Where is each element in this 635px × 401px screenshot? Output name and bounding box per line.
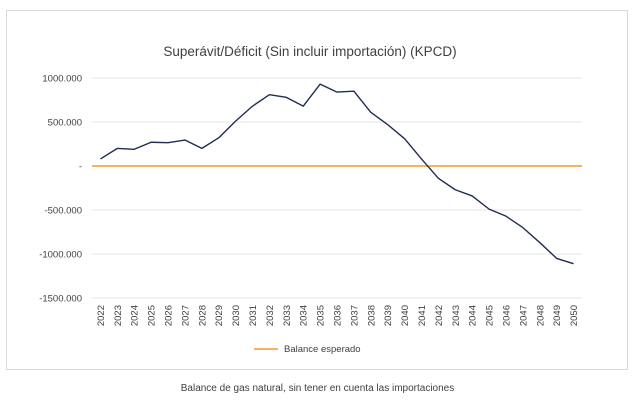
y-tick-label: 1000.000	[42, 74, 82, 85]
x-tick-label: 2026	[164, 305, 175, 326]
x-axis-ticks: 2022 2023 2024 2025 2026 2027 2028 2029 2030 2031…	[96, 305, 580, 326]
x-tick-label: 2029	[214, 305, 225, 326]
x-tick-label: 2039	[383, 305, 394, 326]
series-group	[92, 83, 582, 265]
series-line-superavit-deficit	[100, 83, 574, 265]
y-tick-label: -1500.000	[39, 294, 82, 305]
y-tick-label: 500.000	[48, 118, 82, 129]
y-tick-label: -500.000	[44, 206, 82, 217]
x-tick-label: 2042	[434, 305, 445, 326]
x-tick-label: 2035	[316, 305, 327, 326]
y-tick-label: -1000.000	[39, 250, 82, 261]
x-tick-label: 2045	[485, 305, 496, 326]
x-tick-label: 2046	[501, 305, 512, 326]
x-tick-label: 2043	[451, 305, 462, 326]
x-tick-label: 2025	[147, 305, 158, 326]
gridlines	[92, 77, 582, 299]
x-tick-label: 2027	[180, 305, 191, 326]
x-tick-label: 2049	[552, 305, 563, 326]
x-tick-label: 2050	[569, 305, 580, 326]
x-tick-label: 2036	[333, 305, 344, 326]
x-tick-label: 2032	[265, 305, 276, 326]
x-tick-label: 2044	[468, 305, 479, 326]
legend-label-balance-esperado: Balance esperado	[284, 344, 361, 355]
x-tick-label: 2030	[231, 305, 242, 326]
x-tick-label: 2022	[96, 305, 107, 326]
chart-title: Superávit/Déficit (Sin incluir importaci…	[163, 44, 456, 59]
x-tick-label: 2040	[400, 305, 411, 326]
x-tick-label: 2034	[299, 305, 310, 326]
legend: Balance esperado	[254, 344, 361, 355]
x-tick-label: 2041	[417, 305, 428, 326]
y-axis-ticks: 1000.000 500.000 - -500.000 -1000.000 -1500.0…	[39, 74, 82, 305]
x-tick-label: 2037	[349, 305, 360, 326]
x-tick-label: 2031	[248, 305, 259, 326]
chart-caption: Balance de gas natural, sin tener en cue…	[180, 383, 455, 394]
x-tick-label: 2033	[282, 305, 293, 326]
x-tick-label: 2028	[197, 305, 208, 326]
y-tick-label: -	[79, 162, 82, 173]
x-tick-label: 2048	[535, 305, 546, 326]
chart-frame	[6, 10, 628, 370]
x-tick-label: 2047	[518, 305, 529, 326]
x-tick-label: 2024	[130, 305, 141, 326]
x-tick-label: 2038	[366, 305, 377, 326]
x-tick-label: 2023	[113, 305, 124, 326]
